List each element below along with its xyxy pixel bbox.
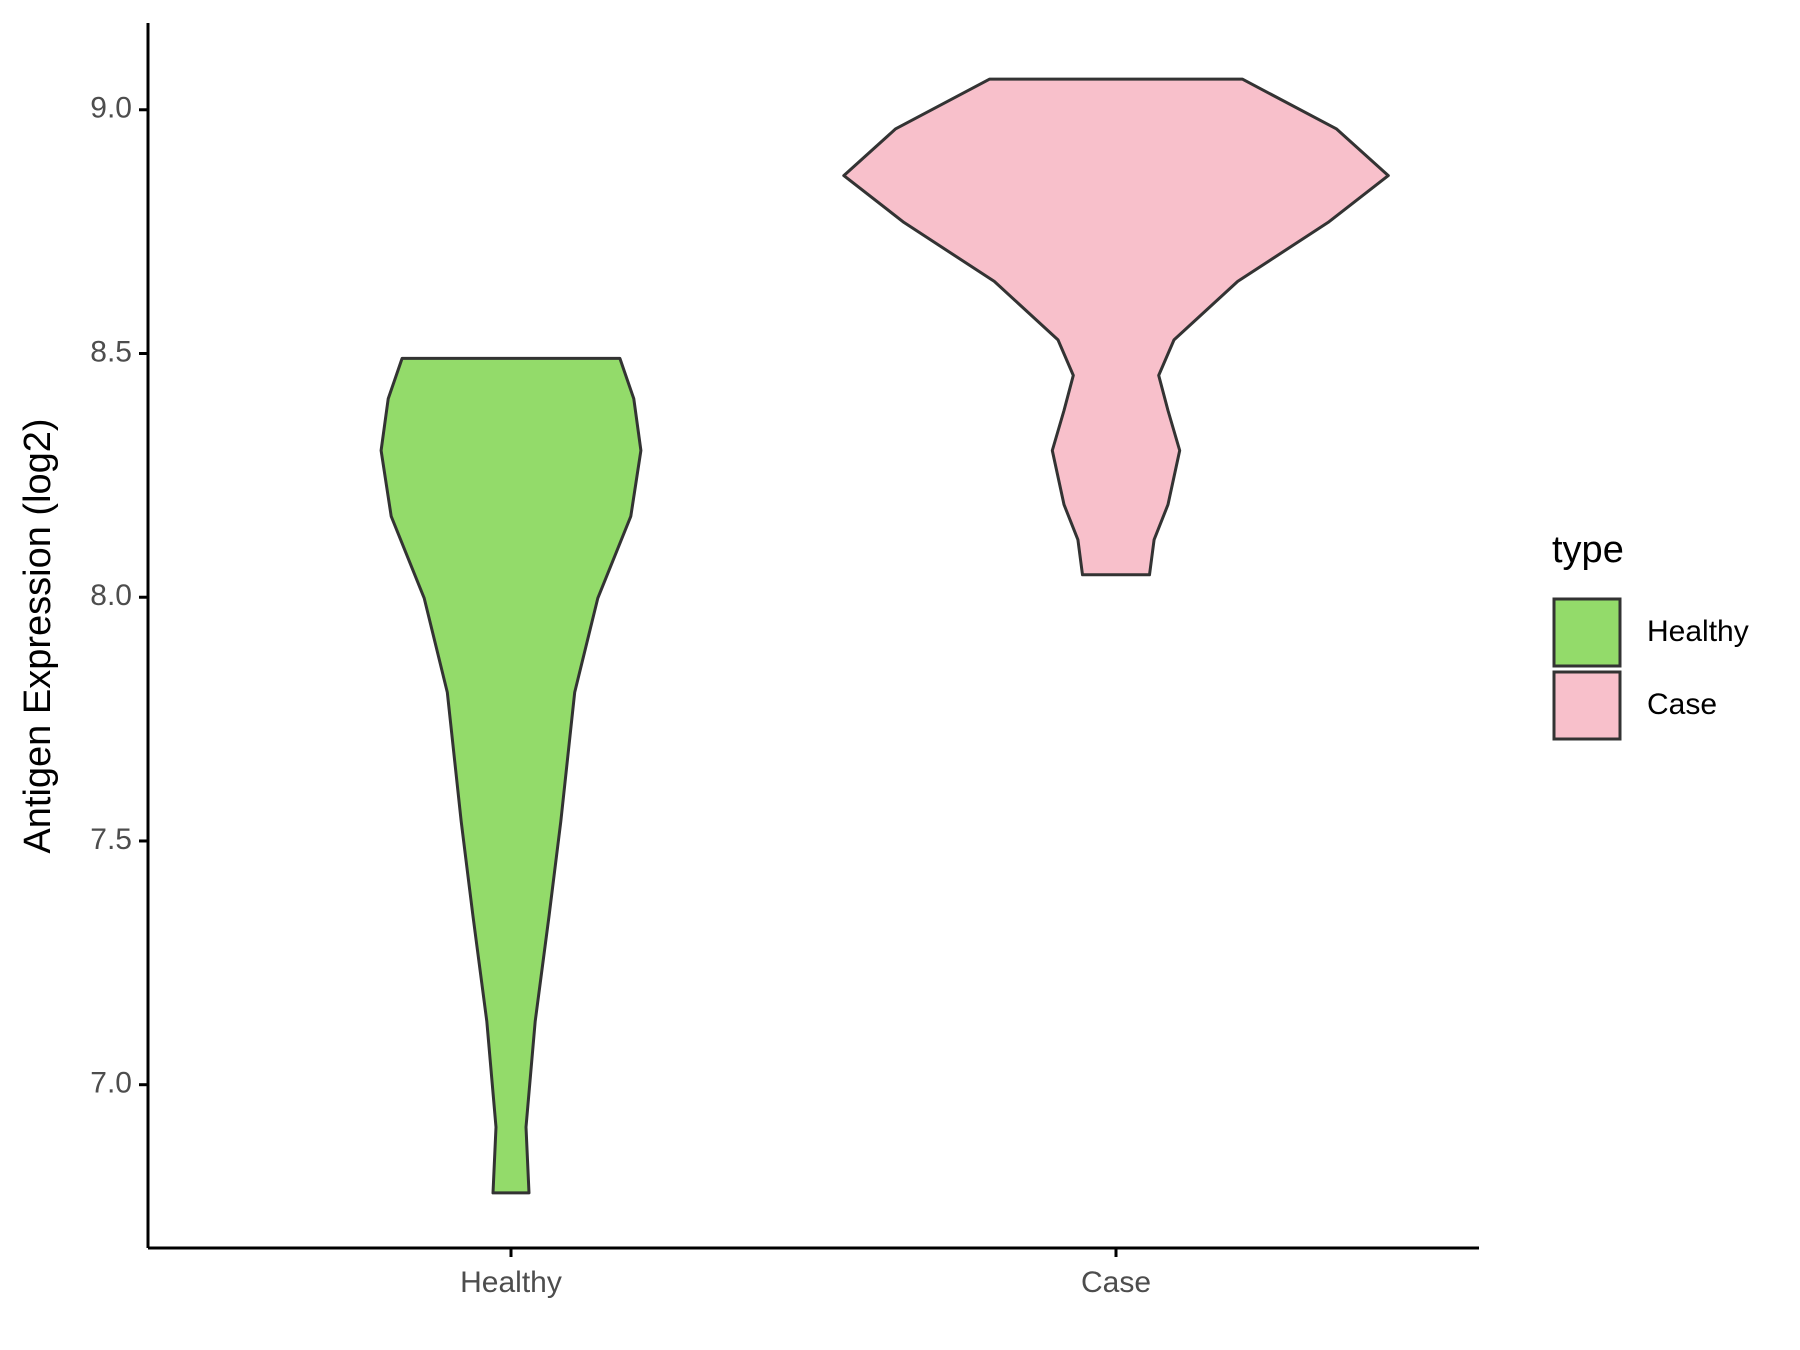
y-axis-title: Antigen Expression (log2) bbox=[17, 418, 59, 853]
x-tick-label: Case bbox=[1081, 1266, 1151, 1299]
violin bbox=[842, 77, 1390, 577]
y-tick-label: 8.5 bbox=[90, 335, 132, 368]
legend-key bbox=[1552, 597, 1622, 668]
y-tick-label: 7.0 bbox=[90, 1067, 132, 1100]
y-tick-label: 8.0 bbox=[90, 579, 132, 612]
legend-title: type bbox=[1552, 529, 1624, 571]
legend-label: Case bbox=[1647, 688, 1717, 721]
y-tick-label: 9.0 bbox=[90, 92, 132, 125]
x-tick-label: Healthy bbox=[460, 1266, 562, 1299]
legend-key bbox=[1552, 670, 1622, 741]
y-tick-label: 7.5 bbox=[90, 823, 132, 856]
legend-label: Healthy bbox=[1647, 615, 1749, 648]
violin bbox=[379, 356, 643, 1195]
